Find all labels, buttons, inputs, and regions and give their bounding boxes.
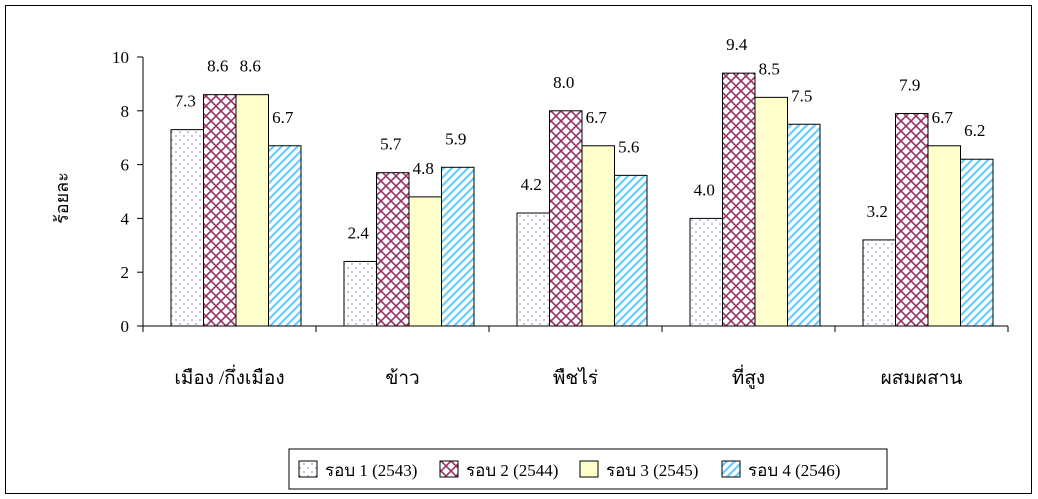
legend-label-4: รอบ 4 (2546): [748, 461, 840, 480]
bar-series4-1: [268, 145, 302, 327]
data-label-series2-3: 8.0: [553, 73, 574, 92]
legend-label-2: รอบ 2 (2544): [466, 461, 558, 480]
y-tick-label: 0: [121, 317, 130, 336]
data-label-series1-1: 7.3: [175, 92, 196, 111]
y-tick-label: 10: [112, 48, 129, 67]
legend-swatch-3: [579, 460, 599, 478]
bar-series2-1: [203, 94, 237, 327]
data-label-series1-3: 4.2: [521, 175, 542, 194]
legend-swatch-2: [439, 460, 459, 478]
data-label-series4-1: 6.7: [272, 108, 294, 127]
data-label-series2-1: 8.6: [207, 57, 228, 76]
legend-label-1: รอบ 1 (2543): [325, 461, 417, 480]
data-label-series2-4: 9.4: [726, 35, 748, 54]
y-tick-label: 4: [121, 209, 130, 228]
legend-label-3: รอบ 3 (2545): [606, 461, 698, 480]
category-label-3: พืชไร่: [553, 367, 598, 389]
legend-swatch-1: [298, 460, 318, 478]
bar-series4-3: [614, 174, 648, 327]
data-label-series3-4: 8.5: [759, 59, 780, 78]
data-label-series4-2: 5.9: [445, 129, 466, 148]
data-label-series2-2: 5.7: [380, 135, 402, 154]
data-label-series3-3: 6.7: [586, 108, 608, 127]
bar-series4-5: [960, 158, 994, 327]
data-label-series1-2: 2.4: [348, 223, 370, 242]
bar-series3-3: [581, 145, 615, 327]
bar-series1-5: [862, 239, 896, 327]
data-label-series3-2: 4.8: [413, 159, 434, 178]
data-label-series3-1: 8.6: [240, 57, 261, 76]
y-tick-label: 8: [121, 102, 130, 121]
bar-series2-3: [549, 110, 583, 327]
category-labels: เมือง /กึ่งเมือง ข้าว พืชไร่ ที่สูง ผสมผสาน: [174, 364, 962, 389]
data-label-series3-5: 6.7: [932, 108, 954, 127]
bar-series4-2: [441, 166, 475, 327]
bar-series1-1: [170, 129, 204, 327]
bar-series4-4: [787, 123, 821, 327]
bar-chart: ร้อยละ 0 2 4 6 8 10 7.3 8.6 8.6 6.7 2.4 5.7 4.8 5.9 4…: [52, 35, 1009, 490]
bar-series2-4: [722, 72, 756, 327]
legend: รอบ 1 (2543) รอบ 2 (2544) รอบ 3 (2545) รอบ …: [288, 448, 888, 490]
data-labels: 7.3 8.6 8.6 6.7 2.4 5.7 4.8 5.9 4.2 8.0 6.7 5.6 4.0 9…: [175, 35, 986, 242]
category-label-5: ผสมผสาน: [881, 368, 963, 389]
bar-series1-4: [689, 217, 723, 327]
y-axis-label: ร้อยละ: [52, 172, 72, 224]
category-label-2: ข้าว: [385, 368, 419, 389]
bar-series1-3: [516, 212, 550, 327]
data-label-series4-4: 7.5: [791, 86, 812, 105]
bar-series3-4: [754, 96, 788, 327]
y-tick-label: 2: [121, 263, 130, 282]
category-label-1: เมือง /กึ่งเมือง: [174, 364, 284, 389]
y-tick-label: 6: [121, 156, 130, 175]
data-label-series2-5: 7.9: [899, 75, 920, 94]
bar-series3-1: [235, 94, 269, 327]
bar-series2-5: [895, 112, 929, 327]
bar-series1-2: [343, 260, 377, 327]
data-label-series4-3: 5.6: [618, 137, 639, 156]
chart-frame: ร้อยละ 0 2 4 6 8 10 7.3 8.6 8.6 6.7 2.4 5.7 4.8 5.9 4…: [5, 5, 1032, 494]
data-label-series1-4: 4.0: [694, 180, 715, 199]
bar-series3-5: [927, 145, 961, 327]
bar-series3-2: [408, 196, 442, 327]
bar-series2-2: [376, 172, 410, 327]
category-label-4: ที่สูง: [732, 364, 765, 389]
data-label-series4-5: 6.2: [964, 121, 985, 140]
bars: [170, 72, 994, 327]
data-label-series1-5: 3.2: [867, 202, 888, 221]
legend-swatch-4: [721, 460, 741, 478]
